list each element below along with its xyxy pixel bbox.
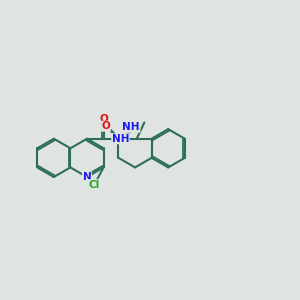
Text: Cl: Cl xyxy=(88,180,100,190)
Text: NH: NH xyxy=(112,134,129,144)
Text: N: N xyxy=(82,172,91,182)
Text: NH: NH xyxy=(122,122,140,132)
Text: O: O xyxy=(102,121,110,131)
Text: O: O xyxy=(100,113,109,124)
